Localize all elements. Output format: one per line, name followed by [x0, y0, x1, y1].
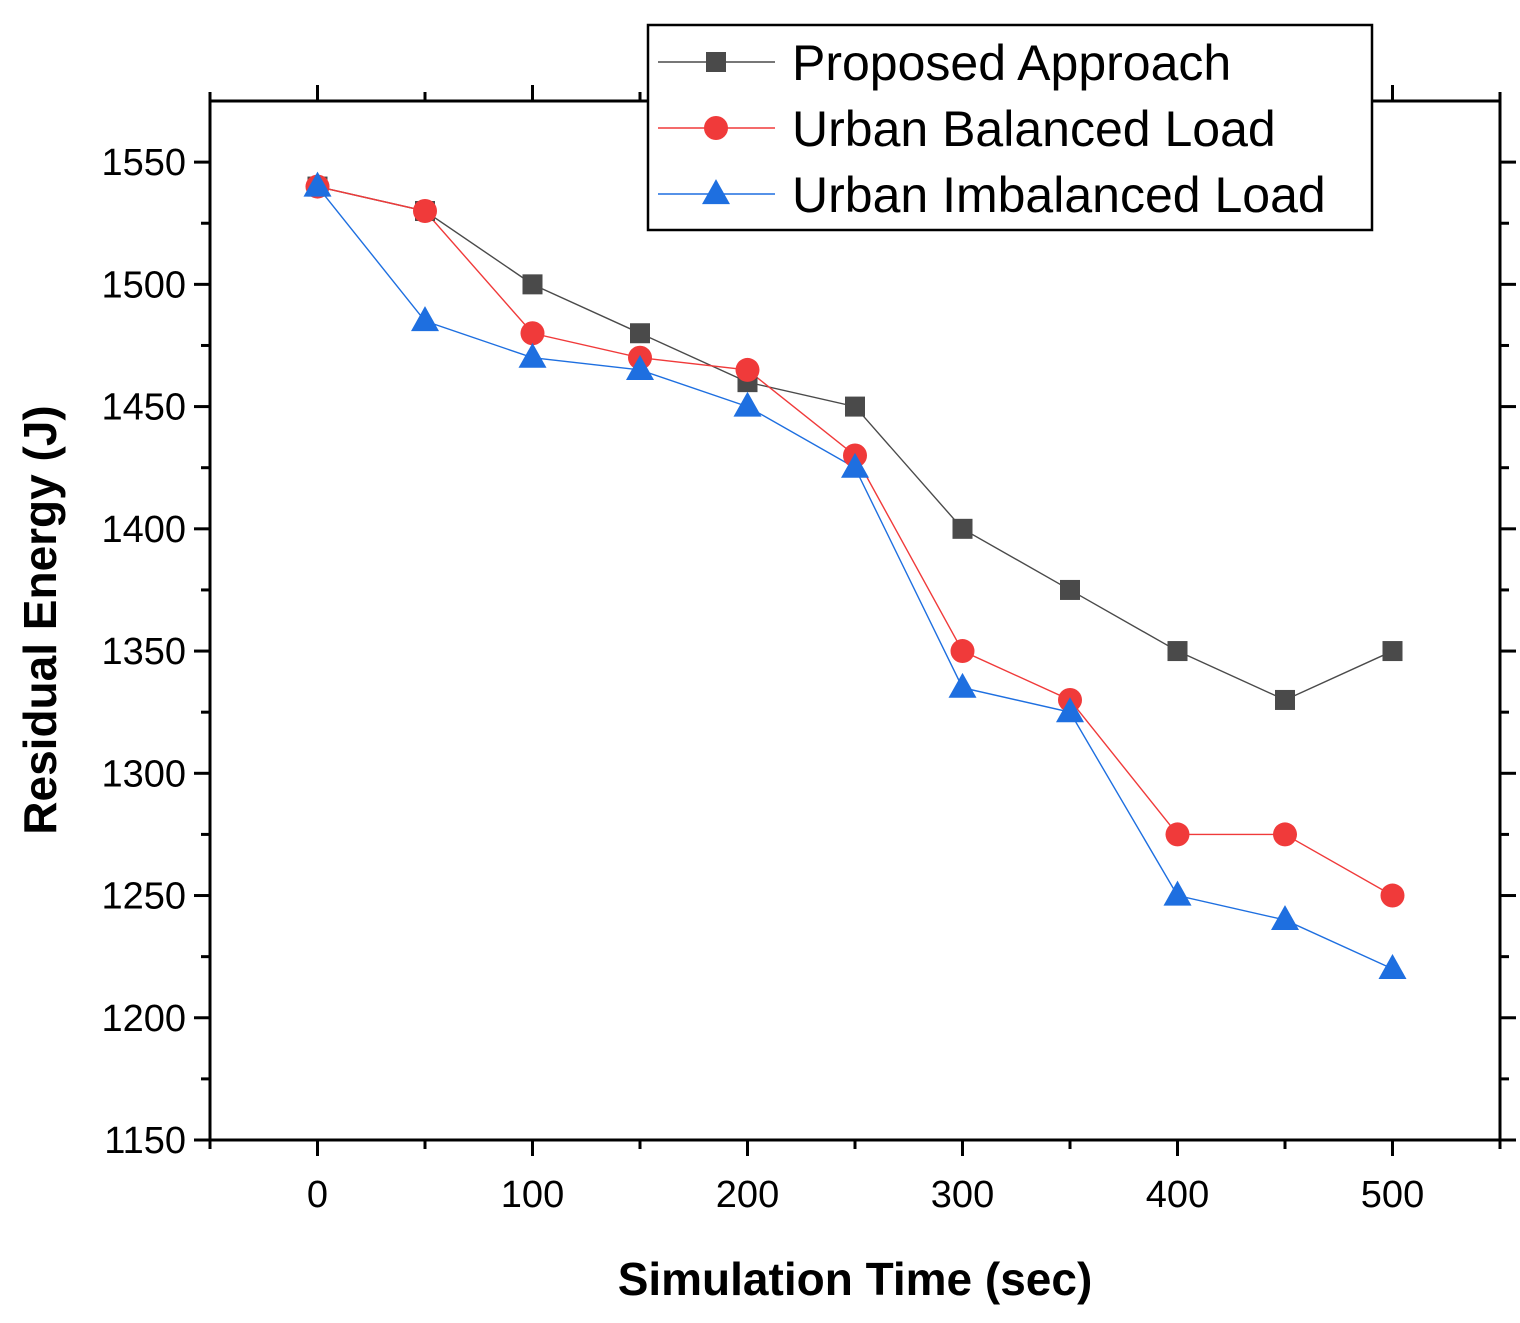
- x-tick-label: 300: [931, 1174, 994, 1216]
- y-tick-label: 1550: [101, 142, 186, 184]
- x-tick-label: 0: [307, 1174, 328, 1216]
- data-point-triangle: [733, 391, 762, 417]
- x-tick-label: 400: [1146, 1174, 1209, 1216]
- data-point-triangle: [626, 355, 654, 380]
- data-point-square: [952, 518, 973, 539]
- data-point-triangle: [1271, 905, 1299, 931]
- x-tick-label: 500: [1361, 1174, 1424, 1216]
- data-point-triangle: [303, 171, 332, 197]
- y-tick-label: 1300: [101, 753, 186, 795]
- data-point-circle: [1380, 883, 1405, 908]
- y-tick-label: 1500: [101, 264, 186, 306]
- data-point-circle: [1165, 822, 1190, 847]
- data-point-triangle: [948, 672, 977, 698]
- data-point-circle: [1273, 822, 1297, 847]
- data-point-triangle: [1163, 880, 1192, 906]
- x-tick-label: 100: [501, 1174, 564, 1216]
- y-tick-label: 1450: [101, 387, 186, 429]
- data-point-square: [845, 396, 865, 417]
- legend-entry-label: Urban Balanced Load: [792, 101, 1276, 157]
- data-point-square: [1382, 641, 1403, 662]
- data-point-circle: [520, 321, 545, 346]
- x-tick-label: 200: [716, 1174, 779, 1216]
- legend-entry-label: Proposed Approach: [792, 35, 1231, 91]
- data-point-circle: [950, 639, 975, 664]
- y-tick-label: 1400: [101, 509, 186, 551]
- legend-marker-triangle: [702, 179, 730, 205]
- y-tick-label: 1200: [101, 998, 186, 1040]
- y-axis-title: Residual Energy (J): [14, 405, 66, 834]
- legend-entry-label: Urban Imbalanced Load: [792, 167, 1326, 223]
- x-axis-title: Simulation Time (sec): [618, 1253, 1093, 1305]
- data-point-square: [1060, 579, 1080, 600]
- legend-marker-square: [706, 52, 726, 72]
- data-point-square: [522, 274, 543, 295]
- series-markers: [303, 171, 1407, 979]
- y-tick-label: 1150: [104, 1120, 186, 1162]
- legend-marker-circle: [704, 116, 728, 140]
- data-point-square: [630, 323, 650, 344]
- data-point-triangle: [841, 452, 869, 478]
- ticks-layer: 0 100 200 300 400 500 1150 1200 1250 1300 1350 1400…: [101, 85, 1516, 1216]
- data-point-circle: [413, 199, 437, 224]
- y-tick-label: 1250: [101, 876, 186, 918]
- data-point-triangle: [1056, 697, 1084, 723]
- data-point-triangle: [411, 306, 439, 332]
- data-point-triangle: [1378, 953, 1407, 979]
- legend: Proposed Approach Urban Balanced Load Urba…: [646, 23, 1374, 232]
- data-point-triangle: [518, 342, 547, 368]
- data-point-square: [1167, 641, 1188, 662]
- y-tick-label: 1350: [101, 631, 186, 673]
- data-point-square: [1275, 689, 1295, 710]
- data-point-circle: [735, 357, 760, 382]
